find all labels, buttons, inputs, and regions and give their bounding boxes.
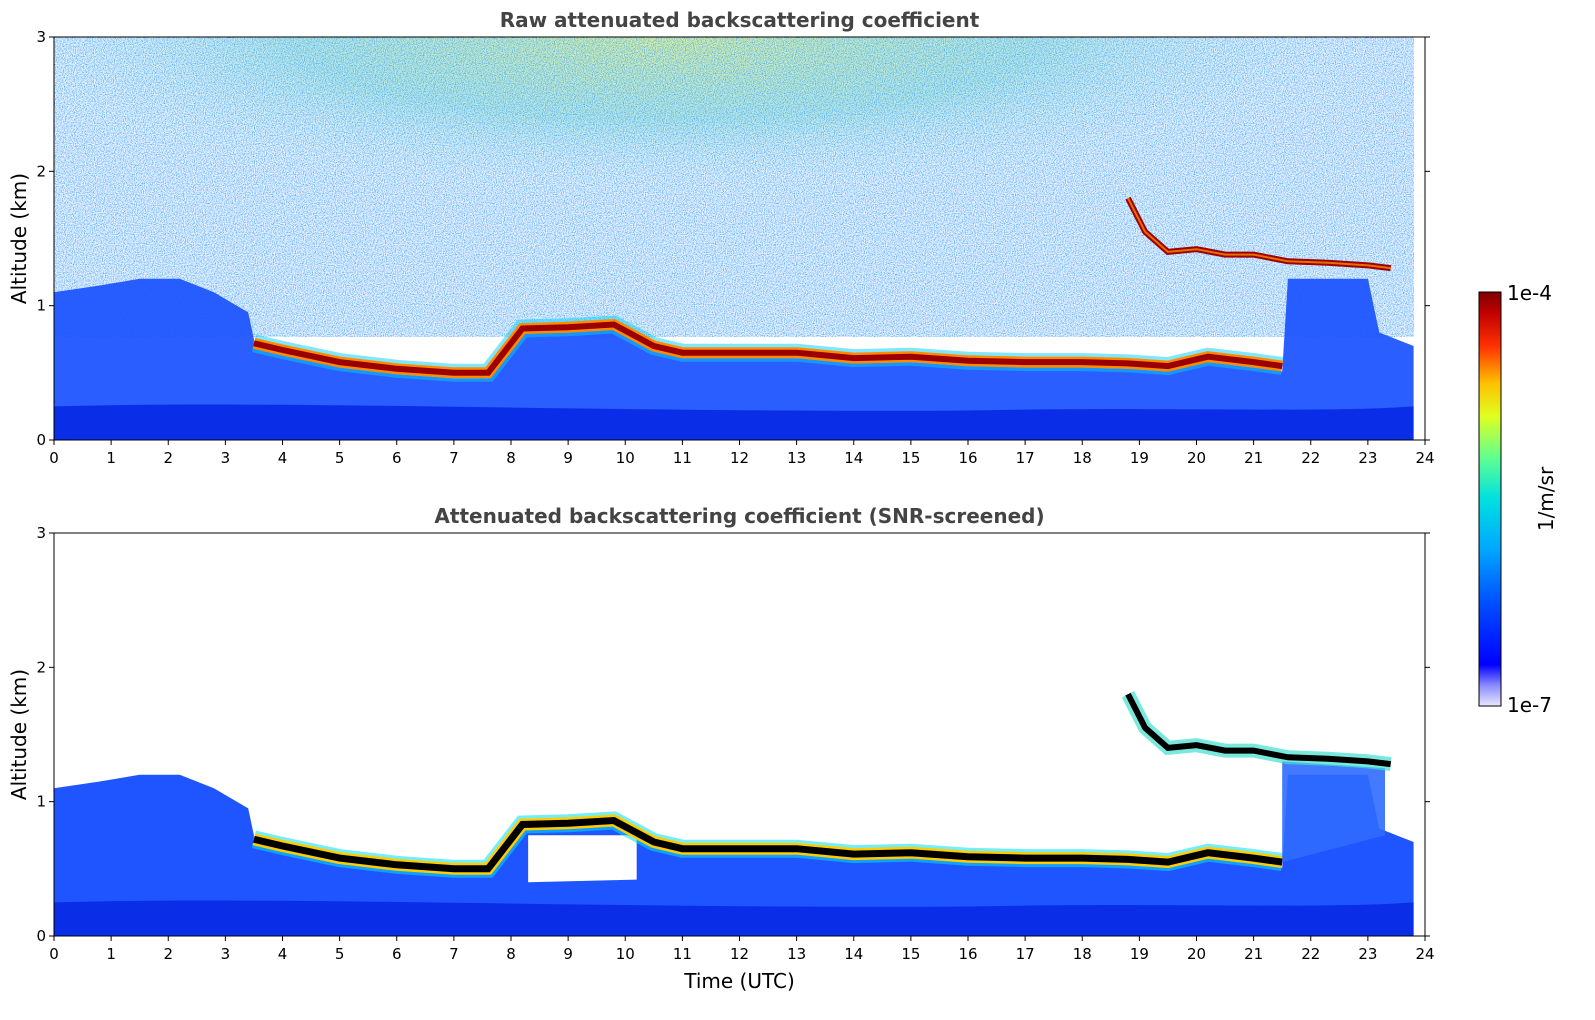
y-axis-label: Altitude (km) — [7, 173, 31, 304]
heatmap-raw — [54, 37, 1414, 440]
x-tick-label: 0 — [49, 945, 59, 963]
x-tick-label: 21 — [1244, 945, 1263, 963]
x-tick-label: 11 — [673, 945, 692, 963]
x-tick-label: 10 — [616, 945, 635, 963]
y-tick-label: 1 — [36, 297, 46, 315]
x-tick-label: 14 — [844, 449, 863, 467]
x-tick-label: 4 — [278, 449, 288, 467]
x-tick-label: 7 — [449, 945, 459, 963]
x-tick-label: 1 — [106, 449, 116, 467]
panel-title: Raw attenuated backscattering coefficien… — [500, 8, 980, 32]
x-tick-label: 16 — [958, 945, 977, 963]
x-tick-label: 4 — [278, 945, 288, 963]
panel-raw: Raw attenuated backscattering coefficien… — [7, 8, 1435, 467]
x-tick-label: 15 — [901, 945, 920, 963]
x-tick-label: 11 — [673, 449, 692, 467]
upper-layer-track — [1125, 692, 1392, 768]
colorbar-max-label: 1e-4 — [1507, 281, 1552, 305]
x-tick-label: 9 — [563, 449, 573, 467]
axis-ticks: 0 1 2 3 4 5 6 7 8 9 10 11 12 13 14 15 16 17 18 19 20 21 22 23 24… — [36, 28, 1434, 467]
colorbar-label: 1/m/sr — [1534, 466, 1558, 531]
y-axis-label: Altitude (km) — [7, 669, 31, 800]
x-tick-label: 10 — [616, 449, 635, 467]
noise-speckle — [54, 37, 1414, 337]
x-tick-label: 16 — [958, 449, 977, 467]
layer-track — [253, 321, 1283, 376]
y-tick-label: 2 — [36, 162, 46, 180]
upper-layer-body — [1282, 761, 1386, 863]
x-tick-label: 24 — [1415, 449, 1434, 467]
x-tick-label: 12 — [730, 449, 749, 467]
x-tick-label: 1 — [106, 945, 116, 963]
x-tick-label: 12 — [730, 945, 749, 963]
y-tick-label: 0 — [36, 431, 46, 449]
y-tick-label: 3 — [36, 28, 46, 46]
y-tick-label: 2 — [36, 658, 46, 676]
y-tick-label: 1 — [36, 793, 46, 811]
surface-layer — [54, 900, 1414, 936]
x-tick-label: 13 — [787, 945, 806, 963]
x-tick-label: 22 — [1301, 945, 1320, 963]
x-tick-label: 8 — [506, 449, 516, 467]
x-tick-label: 20 — [1187, 449, 1206, 467]
x-tick-label: 22 — [1301, 449, 1320, 467]
x-tick-label: 3 — [221, 449, 231, 467]
surface-layer — [54, 404, 1414, 440]
x-tick-label: 19 — [1130, 449, 1149, 467]
x-tick-label: 17 — [1016, 449, 1035, 467]
x-tick-label: 5 — [335, 449, 345, 467]
colorbar-min-label: 1e-7 — [1507, 693, 1552, 717]
x-tick-label: 5 — [335, 945, 345, 963]
x-tick-label: 9 — [563, 945, 573, 963]
x-tick-label: 3 — [221, 945, 231, 963]
panel-title: Attenuated backscattering coefficient (S… — [434, 504, 1044, 528]
x-tick-label: 7 — [449, 449, 459, 467]
upper-layer-edge — [1127, 197, 1391, 270]
panel-screened: Attenuated backscattering coefficient (S… — [7, 504, 1435, 993]
x-tick-label: 21 — [1244, 449, 1263, 467]
x-tick-label: 8 — [506, 945, 516, 963]
x-tick-label: 18 — [1073, 945, 1092, 963]
x-axis-label: Time (UTC) — [683, 969, 795, 993]
axis-ticks: 0 1 2 3 4 5 6 7 8 9 10 11 12 13 14 15 16 17 18 19 20 21 22 23 24… — [36, 524, 1434, 963]
y-tick-label: 3 — [36, 524, 46, 542]
colorbar-gradient — [1478, 291, 1502, 707]
x-tick-label: 18 — [1073, 449, 1092, 467]
x-tick-label: 0 — [49, 449, 59, 467]
y-tick-label: 0 — [36, 927, 46, 945]
layer-track — [253, 816, 1283, 873]
x-tick-label: 23 — [1358, 449, 1377, 467]
x-tick-label: 13 — [787, 449, 806, 467]
x-tick-label: 6 — [392, 945, 402, 963]
x-tick-label: 20 — [1187, 945, 1206, 963]
heatmap-screened — [54, 533, 1425, 936]
x-tick-label: 14 — [844, 945, 863, 963]
screened-gap — [528, 835, 637, 883]
x-tick-label: 23 — [1358, 945, 1377, 963]
x-tick-label: 24 — [1415, 945, 1434, 963]
colorbar: 1e-4 1e-7 1/m/sr — [1478, 281, 1558, 717]
x-tick-label: 17 — [1016, 945, 1035, 963]
x-tick-label: 19 — [1130, 945, 1149, 963]
x-tick-label: 6 — [392, 449, 402, 467]
x-tick-label: 2 — [163, 449, 173, 467]
x-tick-label: 15 — [901, 449, 920, 467]
x-tick-label: 2 — [163, 945, 173, 963]
